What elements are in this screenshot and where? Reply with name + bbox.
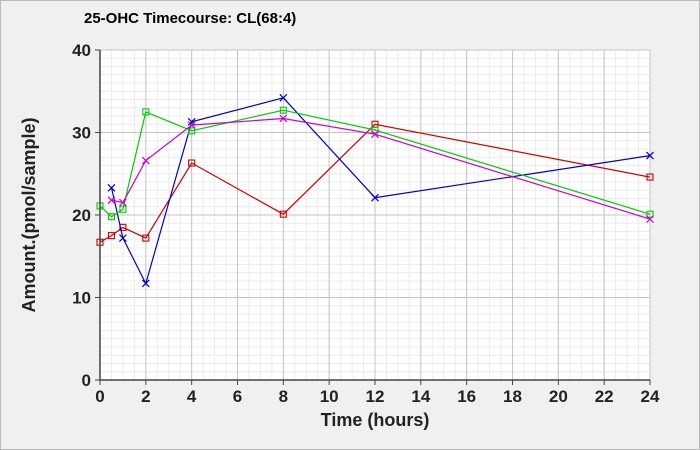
data-point: [119, 205, 127, 213]
x-tick-label: 12: [366, 387, 385, 406]
data-point: [371, 193, 379, 202]
data-point: [646, 151, 654, 160]
y-axis-title: Amount.(pmol/sample): [19, 117, 39, 312]
data-point: [279, 114, 288, 123]
x-tick-label: 24: [641, 387, 660, 406]
data-point: [187, 121, 196, 129]
data-point: [646, 215, 654, 224]
y-tick-label: 0: [82, 371, 91, 390]
data-point: [142, 108, 150, 116]
y-tick-label: 30: [72, 124, 91, 143]
data-point: [141, 156, 150, 165]
series-3: [96, 106, 654, 221]
x-tick-label: 2: [141, 387, 150, 406]
x-tick-label: 8: [279, 387, 288, 406]
data-point: [118, 198, 127, 207]
x-tick-label: 4: [187, 387, 197, 406]
data-point: [371, 130, 379, 139]
data-point: [107, 183, 116, 192]
series-line: [99, 109, 651, 218]
chart-title: 25-OHC Timecourse: CL(68:4): [84, 10, 297, 27]
x-axis-title: Time (hours): [321, 410, 430, 430]
data-point: [279, 106, 287, 114]
x-tick-label: 16: [457, 387, 476, 406]
x-tick-label: 0: [95, 387, 104, 406]
data-point: [646, 173, 654, 181]
data-point: [118, 234, 127, 243]
data-point: [279, 210, 287, 218]
x-tick-labels: 0 2 4 6 8 10 12 14 16 18 20 22 24: [95, 387, 660, 406]
x-tick-label: 10: [320, 387, 339, 406]
axes: [95, 49, 651, 385]
data-point: [646, 210, 654, 218]
data-point: [188, 127, 196, 135]
x-tick-label: 6: [233, 387, 242, 406]
x-tick-label: 14: [411, 387, 430, 406]
x-tick-label: 18: [503, 387, 522, 406]
data-point: [107, 196, 116, 205]
data-point: [107, 213, 116, 221]
series-4: [107, 114, 654, 224]
data-point: [142, 234, 150, 242]
x-tick-label: 20: [549, 387, 568, 406]
x-tick-label: 22: [595, 387, 614, 406]
data-point: [371, 126, 379, 134]
data-point: [279, 93, 288, 102]
data-point: [107, 232, 116, 240]
data-point: [141, 279, 150, 288]
y-tick-labels: 0 10 20 30 40: [72, 41, 91, 390]
y-tick-label: 20: [72, 206, 91, 225]
y-tick-label: 10: [72, 289, 91, 308]
y-tick-label: 40: [72, 41, 91, 60]
series-2: [107, 93, 654, 288]
data-point: [188, 159, 196, 167]
data-point: [187, 117, 196, 126]
